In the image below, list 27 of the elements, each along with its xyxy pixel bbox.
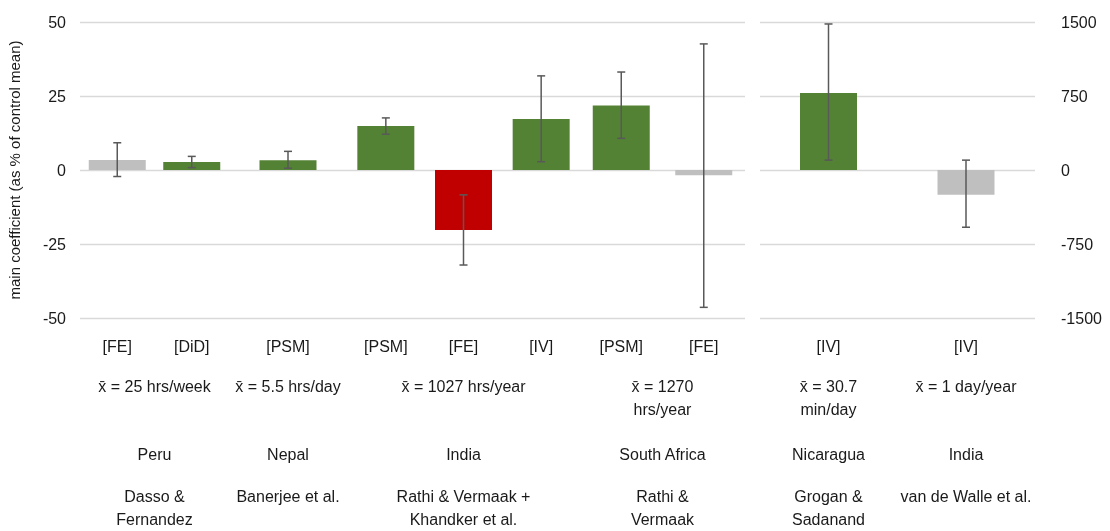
- text: x̄ = 1027 hrs/year India Rathi & Vermaak + Khandker et al.: [396, 378, 531, 528]
- y-tick-label: -50: [42, 309, 67, 327]
- text: x̄ = 1 day/year India van de Walle et al.: [900, 378, 1032, 505]
- x-tick-label: [PSM]: [599, 337, 644, 355]
- x-tick-label: [PSM]: [364, 337, 408, 355]
- x-tick-label: [IV]: [529, 337, 554, 355]
- y-tick-label: -25: [42, 235, 67, 253]
- x-tick-label: [IV]: [816, 337, 841, 355]
- y2-tick-label: 1500: [1061, 13, 1097, 31]
- y2-tick-label: -750: [1061, 235, 1094, 253]
- x-tick-label: [FE]: [102, 337, 132, 355]
- y-tick-label: 50: [48, 13, 67, 31]
- y-tick-label: 0: [57, 161, 67, 179]
- y2-tick-label: 0: [1061, 161, 1070, 179]
- x-tick-label: [PSM]: [266, 337, 310, 355]
- text: x̄ = 25 hrs/week Peru Dasso & Fernandez: [98, 378, 211, 528]
- y-tick-label: 25: [48, 87, 67, 105]
- text: x̄ = 1270 hrs/year South Africa Rathi & Vermaak: [619, 378, 706, 528]
- y-axis-title: main coefficient (as % of control mean): [6, 40, 23, 300]
- y2-tick-label: -1500: [1061, 309, 1103, 327]
- y2-tick-label: 750: [1061, 87, 1088, 105]
- x-tick-label: [DiD]: [173, 337, 210, 355]
- x-tick-label: [FE]: [448, 337, 479, 355]
- x-tick-label: [FE]: [689, 337, 719, 355]
- text: x̄ = 30.7 min/day Nicaragua Grogan & Sadanand: [792, 378, 865, 528]
- text: x̄ = 5.5 hrs/day Nepal Banerjee et al.: [235, 378, 341, 505]
- x-tick-label: [IV]: [953, 337, 979, 355]
